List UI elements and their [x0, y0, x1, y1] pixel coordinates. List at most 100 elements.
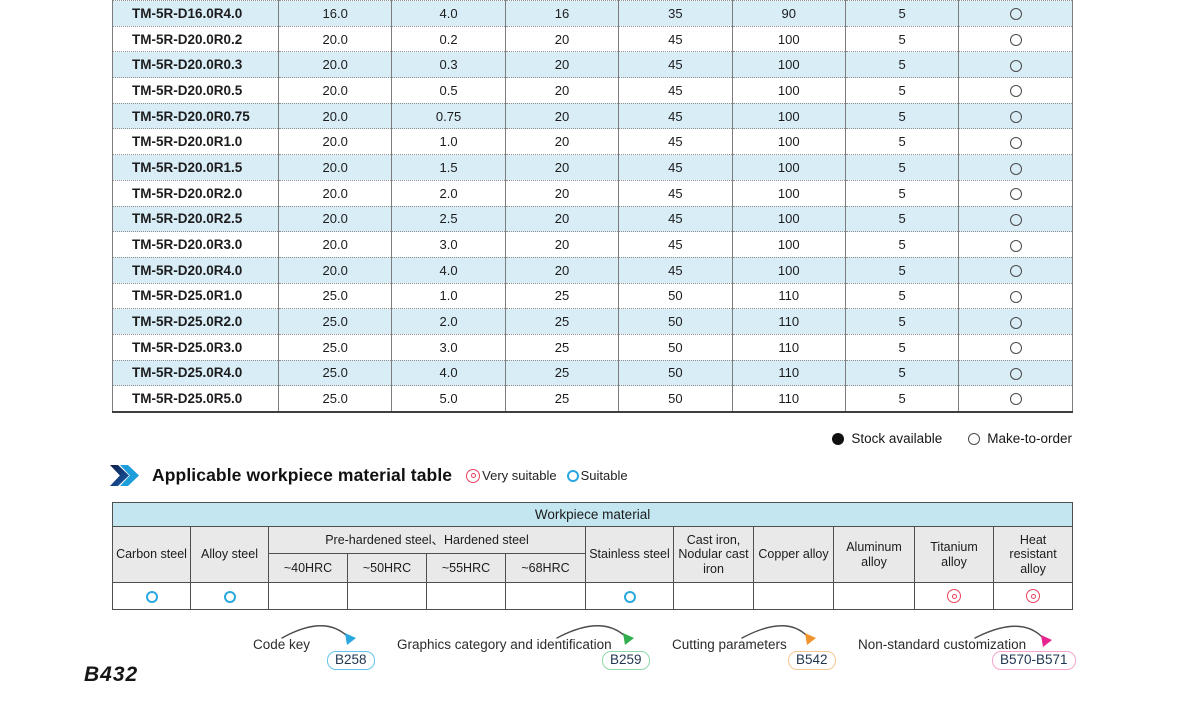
- spec-row: TM-5R-D20.0R4.0 20.0 4.0 20 45 100 5: [112, 257, 1073, 284]
- model-cell: TM-5R-D25.0R1.0: [112, 283, 279, 310]
- spec-row: TM-5R-D25.0R4.0 25.0 4.0 25 50 110 5: [112, 360, 1073, 387]
- value-cell: 5: [844, 231, 959, 258]
- value-cell: 16.0: [277, 0, 392, 27]
- value-cell: 20.0: [277, 26, 392, 53]
- rating-cell: [112, 582, 191, 610]
- value-cell: 50: [618, 334, 733, 361]
- col-alloy-steel: Alloy steel: [190, 526, 269, 583]
- very-suitable-icon: [466, 468, 481, 483]
- rating-cell: [426, 582, 506, 610]
- spec-row: TM-5R-D20.0R0.5 20.0 0.5 20 45 100 5: [112, 77, 1073, 104]
- value-cell: 100: [731, 77, 846, 104]
- make-to-order-icon: [1009, 188, 1022, 201]
- rating-cell: [268, 582, 348, 610]
- value-cell: 5: [844, 77, 959, 104]
- model-cell: TM-5R-D20.0R0.75: [112, 103, 279, 130]
- value-cell: 5: [844, 206, 959, 233]
- make-to-order-icon: [1009, 239, 1022, 252]
- make-to-order-icon: [1009, 316, 1022, 329]
- col-hardened-steel-group: Pre-hardened steel、Hardened steel: [268, 526, 586, 554]
- value-cell: 20: [504, 231, 619, 258]
- value-cell: 45: [618, 26, 733, 53]
- value-cell: 45: [618, 257, 733, 284]
- col-cast-iron: Cast iron, Nodular cast iron: [673, 526, 754, 583]
- spec-row: TM-5R-D25.0R2.0 25.0 2.0 25 50 110 5: [112, 308, 1073, 335]
- suitable-icon: [566, 469, 579, 482]
- model-cell: TM-5R-D20.0R4.0: [112, 257, 279, 284]
- value-cell: 0.5: [391, 77, 506, 104]
- make-to-order-icon: [968, 432, 981, 445]
- value-cell: 20: [504, 128, 619, 156]
- stock-available-label: Stock available: [851, 431, 943, 446]
- value-cell: 100: [731, 51, 846, 79]
- value-cell: 20.0: [277, 128, 392, 156]
- value-cell: 4.0: [391, 0, 506, 27]
- value-cell: 25: [504, 283, 619, 310]
- very-suitable-label: Very suitable: [482, 468, 557, 483]
- stock-cell: [958, 128, 1073, 156]
- value-cell: 25.0: [277, 360, 392, 387]
- value-cell: 25.0: [277, 283, 392, 310]
- value-cell: 45: [618, 180, 733, 207]
- value-cell: 5: [844, 51, 959, 79]
- value-cell: 20.0: [277, 77, 392, 104]
- very-suitable-legend: Very suitable: [466, 468, 557, 483]
- rating-cell: [992, 582, 1074, 610]
- value-cell: 100: [731, 103, 846, 130]
- value-cell: 2.0: [391, 308, 506, 335]
- non-standard-customization-label: Non-standard customization: [858, 637, 1027, 652]
- spec-row: TM-5R-D25.0R5.0 25.0 5.0 25 50 110 5: [113, 385, 1073, 412]
- stock-cell: [958, 231, 1073, 258]
- value-cell: 20: [504, 257, 619, 284]
- value-cell: 35: [618, 0, 733, 27]
- value-cell: 45: [618, 77, 733, 104]
- rating-cell: [585, 582, 674, 610]
- ref-box-b259: B259: [602, 651, 650, 670]
- value-cell: 100: [731, 257, 846, 284]
- model-cell: TM-5R-D20.0R0.3: [112, 51, 279, 79]
- make-to-order-icon: [1009, 111, 1022, 124]
- value-cell: 0.75: [391, 103, 506, 130]
- model-cell: TM-5R-D20.0R0.5: [112, 77, 279, 104]
- model-cell: TM-5R-D25.0R5.0: [132, 390, 243, 406]
- suitable-label: Suitable: [580, 468, 628, 483]
- suitability-legend: Very suitable Suitable: [466, 468, 628, 483]
- value-cell: 16: [504, 0, 619, 27]
- value-cell: 20.0: [277, 206, 392, 233]
- stock-cell: [958, 308, 1073, 335]
- make-to-order-icon: [1009, 136, 1022, 149]
- value-cell: 110: [731, 360, 846, 387]
- ref-box-b258: B258: [327, 651, 375, 670]
- spec-row: TM-5R-D20.0R3.0 20.0 3.0 20 45 100 5: [112, 231, 1073, 258]
- stock-legend: Stock available Make-to-order: [112, 431, 1072, 446]
- spec-row: TM-5R-D16.0R4.0 16.0 4.0 16 35 90 5: [112, 0, 1073, 27]
- model-cell: TM-5R-D25.0R4.0: [112, 360, 279, 387]
- value-cell: 5: [844, 180, 959, 207]
- very-suitable-icon: [1026, 589, 1041, 604]
- value-cell: 100: [731, 206, 846, 233]
- workpiece-material-table: Workpiece material Carbon steel Alloy st…: [111, 502, 1074, 610]
- value-cell: 3.0: [391, 334, 506, 361]
- value-cell: 20: [504, 154, 619, 181]
- make-to-order-icon: [1009, 85, 1022, 98]
- value-cell: 20.0: [277, 231, 392, 258]
- model-cell: TM-5R-D20.0R2.0: [112, 180, 279, 207]
- value-cell: 25.0: [277, 385, 392, 412]
- value-cell: 45: [618, 128, 733, 156]
- value-cell: 100: [731, 154, 846, 181]
- value-cell: 20: [504, 26, 619, 53]
- make-to-order-icon: [1009, 8, 1022, 21]
- model-cell: TM-5R-D20.0R0.2: [112, 26, 279, 53]
- value-cell: 110: [731, 283, 846, 310]
- col-stainless-steel: Stainless steel: [585, 526, 674, 583]
- model-cell: TM-5R-D25.0R3.0: [112, 334, 279, 361]
- value-cell: 5: [844, 385, 959, 412]
- annotation-arrows: [281, 625, 1052, 647]
- value-cell: 5: [844, 334, 959, 361]
- value-cell: 100: [731, 180, 846, 207]
- value-cell: 2.0: [391, 180, 506, 207]
- stock-cell: [958, 180, 1073, 207]
- value-cell: 2.5: [391, 206, 506, 233]
- model-cell: TM-5R-D20.0R3.0: [112, 231, 279, 258]
